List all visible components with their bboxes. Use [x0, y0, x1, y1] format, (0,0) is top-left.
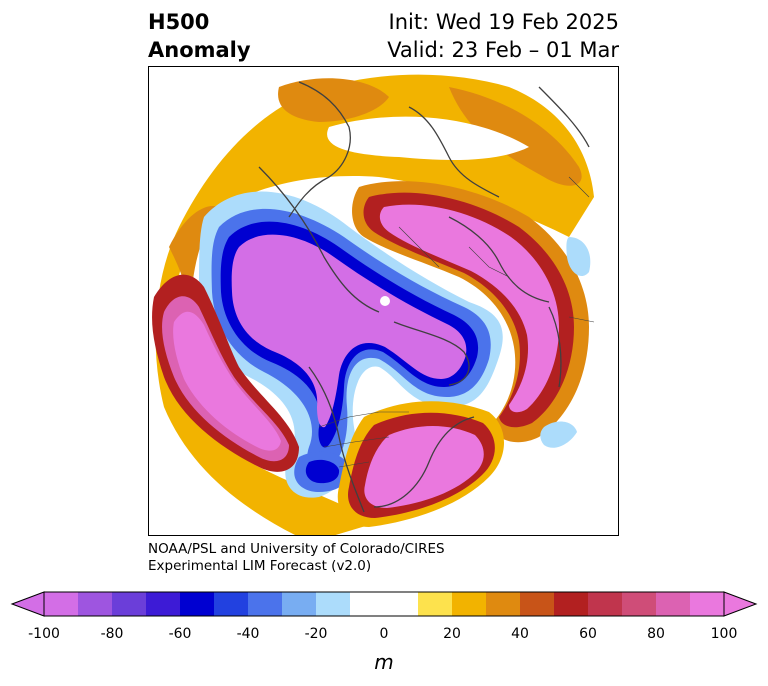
coastlines — [258, 81, 590, 513]
colorbar-segment — [588, 592, 623, 616]
positive-east-na-core — [364, 426, 484, 508]
colorbar-tick-label: -60 — [168, 626, 192, 642]
anomaly-map — [148, 66, 619, 536]
colorbar-segment — [486, 592, 521, 616]
colorbar-tick-label: 60 — [579, 626, 597, 642]
colorbar-segment — [520, 592, 555, 616]
colorbar-tick-label: 80 — [647, 626, 665, 642]
colorbar-under-arrow — [10, 591, 45, 617]
colorbar-tick-label: -100 — [28, 626, 60, 642]
colorbar-segment — [690, 592, 725, 616]
colorbar-segment — [418, 592, 453, 616]
colorbar-segment — [656, 592, 691, 616]
credit-line-2: Experimental LIM Forecast (v2.0) — [148, 558, 372, 574]
colorbar-segment — [622, 592, 657, 616]
colorbar-segment — [112, 592, 147, 616]
positive-ridge-west-core — [173, 311, 281, 451]
colorbar-segment — [282, 592, 317, 616]
colorbar-tick-label: 20 — [443, 626, 461, 642]
colorbar-segment — [180, 592, 215, 616]
colorbar-over-arrow — [723, 591, 758, 617]
positive-north-blob — [278, 78, 389, 122]
borders — [318, 176, 595, 468]
map-title: H500 Anomaly — [148, 8, 251, 64]
colorbar-tick-label: 0 — [379, 626, 389, 642]
colorbar-tick-label: 100 — [710, 626, 738, 642]
positive-top-right-blob — [449, 87, 582, 186]
negative-atlantic-patch-2 — [540, 421, 577, 448]
colorbar-tick-label: -20 — [304, 626, 328, 642]
anomaly-map-svg — [152, 74, 595, 535]
colorbar-segment — [78, 592, 113, 616]
colorbar-tick-label: -40 — [236, 626, 260, 642]
colorbar-segment — [214, 592, 249, 616]
credit-text: NOAA/PSL and University of Colorado/CIRE… — [148, 541, 445, 575]
colorbar-segment — [146, 592, 181, 616]
positive-ridge-east-core — [379, 204, 559, 413]
credit-line-1: NOAA/PSL and University of Colorado/CIRE… — [148, 541, 445, 557]
negative-sw-low-core — [305, 459, 340, 484]
title-variable: H500 — [148, 10, 210, 34]
colorbar-segment — [248, 592, 283, 616]
colorbar-outline — [43, 591, 725, 617]
colorbar — [10, 591, 758, 617]
map-dates: Init: Wed 19 Feb 2025 Valid: 23 Feb – 01… — [387, 8, 619, 64]
neutral-zone — [327, 116, 529, 160]
colorbar-segment — [384, 592, 419, 616]
colorbar-segments — [44, 592, 725, 616]
pole-marker — [380, 296, 390, 306]
colorbar-segment — [44, 592, 79, 616]
positive-ring-orange — [169, 206, 219, 327]
colorbar-segment — [350, 592, 385, 616]
colorbar-tick-label: 40 — [511, 626, 529, 642]
colorbar-tick-label: -80 — [100, 626, 124, 642]
negative-atlantic-patch — [566, 237, 591, 277]
colorbar-segment — [316, 592, 351, 616]
valid-range: Valid: 23 Feb – 01 Mar — [387, 38, 619, 62]
colorbar-segment — [452, 592, 487, 616]
negative-trough-core — [231, 234, 467, 428]
colorbar-segment — [554, 592, 589, 616]
init-date: Init: Wed 19 Feb 2025 — [388, 10, 619, 34]
colorbar-units: m — [374, 650, 394, 674]
title-type: Anomaly — [148, 38, 251, 62]
